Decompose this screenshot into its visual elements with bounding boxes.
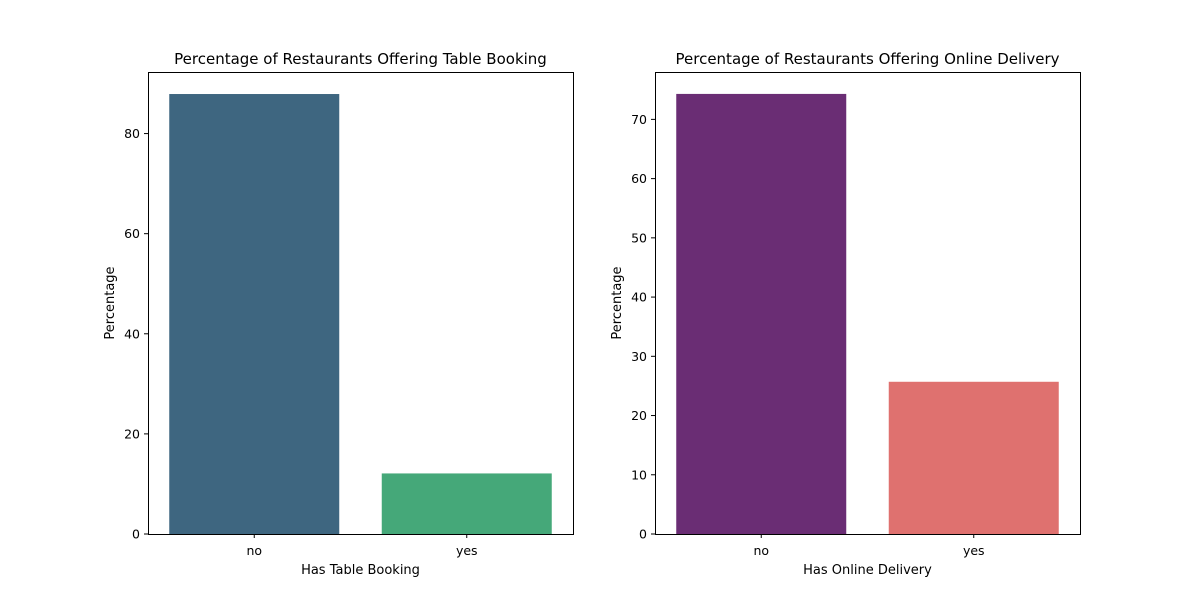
chart-title: Percentage of Restaurants Offering Onlin…: [676, 50, 1060, 68]
y-tick-label: 30: [631, 349, 647, 364]
y-axis-ticks: 0 10 20 30 40 50 60 70: [631, 112, 655, 542]
x-tick-label: no: [246, 543, 262, 558]
bar-yes: [381, 473, 552, 534]
plot-frame: [148, 72, 574, 535]
y-tick-label: 80: [124, 126, 140, 141]
x-tick-label: yes: [963, 543, 985, 558]
bar-group: [676, 93, 1059, 535]
y-tick-label: 70: [631, 112, 647, 127]
chart-table-booking: Percentage of Restaurants Offering Table…: [103, 50, 574, 578]
bar-no: [169, 94, 340, 534]
y-axis-label: Percentage: [610, 266, 625, 339]
chart-title: Percentage of Restaurants Offering Table…: [174, 50, 547, 68]
y-axis-ticks: 0 20 40 60 80: [124, 126, 148, 542]
bar-group: [169, 94, 552, 534]
chart-online-delivery: Percentage of Restaurants Offering Onlin…: [610, 50, 1081, 578]
x-axis-ticks: no yes: [246, 534, 478, 558]
y-tick-label: 50: [631, 230, 647, 245]
bar-yes: [888, 381, 1059, 534]
y-tick-label: 60: [631, 171, 647, 186]
x-tick-label: yes: [456, 543, 478, 558]
y-tick-label: 20: [124, 426, 140, 441]
y-axis-label: Percentage: [103, 266, 118, 339]
x-axis-label: Has Table Booking: [301, 563, 420, 578]
x-axis-label: Has Online Delivery: [803, 563, 932, 578]
y-tick-label: 60: [124, 226, 140, 241]
x-axis-ticks: no yes: [753, 534, 985, 558]
y-tick-label: 0: [132, 527, 140, 542]
y-tick-label: 40: [124, 326, 140, 341]
y-tick-label: 10: [631, 467, 647, 482]
y-tick-label: 40: [631, 290, 647, 305]
plot-frame: [655, 72, 1081, 535]
y-tick-label: 0: [639, 527, 647, 542]
y-tick-label: 20: [631, 408, 647, 423]
bar-no: [676, 93, 847, 535]
x-tick-label: no: [753, 543, 769, 558]
